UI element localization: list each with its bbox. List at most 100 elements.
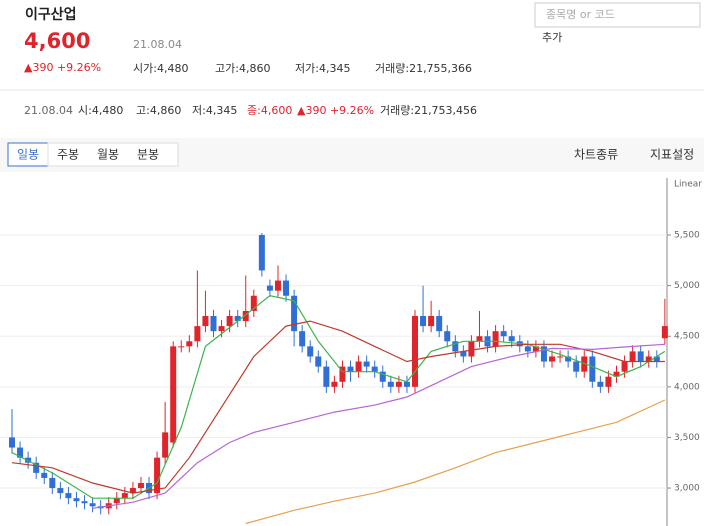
candle-body <box>621 361 628 372</box>
candle-body <box>178 346 185 348</box>
y-tick-label: 3,000 <box>674 484 700 494</box>
candle-body <box>524 346 531 352</box>
candle-body <box>557 356 564 358</box>
candle-body <box>331 381 338 387</box>
candle-body <box>242 310 249 322</box>
moving-average <box>245 399 666 525</box>
candle-body <box>258 235 265 271</box>
indicator-menu[interactable]: 지표설정 <box>650 148 694 162</box>
candle-body <box>565 356 572 362</box>
candle-body <box>17 447 24 458</box>
summary-change: ▲390 +9.26% <box>297 104 374 117</box>
summary-date: 21.08.04 <box>24 104 73 117</box>
candle-body <box>299 331 306 347</box>
candle-body <box>371 366 378 372</box>
candle-body <box>613 371 620 377</box>
candle-body <box>645 356 652 362</box>
candle-body <box>81 501 88 504</box>
candle-body <box>387 381 394 387</box>
candle-body <box>379 371 386 382</box>
tab-group <box>47 142 179 167</box>
candle-body <box>355 361 362 372</box>
candle-body <box>339 366 346 382</box>
candle-body <box>452 341 459 352</box>
candle-body <box>412 315 418 387</box>
y-tick-label: 5,000 <box>674 281 700 291</box>
candle-body <box>49 477 56 489</box>
candle-body <box>186 341 193 347</box>
candle-body <box>605 376 612 387</box>
stat: 시가:4,480 <box>133 62 188 75</box>
y-tick-label: 4,000 <box>674 382 700 392</box>
summary-volume: 거래량:21,753,456 <box>380 104 477 117</box>
candle-body <box>307 346 314 357</box>
moving-average <box>92 343 665 509</box>
search-box[interactable] <box>534 2 701 28</box>
candle-body <box>226 315 233 327</box>
candle-body <box>113 498 120 504</box>
candle-body <box>428 315 435 327</box>
search-placeholder: 종목명 or 코드 <box>546 8 615 21</box>
candle-body <box>250 295 257 311</box>
candle-body <box>121 493 128 499</box>
candle-body <box>170 346 177 443</box>
candle-body <box>41 472 48 478</box>
candle-body <box>9 437 15 448</box>
candle-body <box>33 462 40 473</box>
candle-body <box>266 285 273 291</box>
candle-body <box>573 361 580 372</box>
candle-body <box>347 366 354 372</box>
candle-body <box>661 326 668 339</box>
stat: 거래량:21,755,366 <box>375 62 472 75</box>
candle-body <box>162 432 169 458</box>
candle-body <box>218 326 225 332</box>
candle-body <box>73 498 80 502</box>
candle-body <box>315 356 322 367</box>
candle-body <box>395 381 402 387</box>
candle-body <box>194 326 201 342</box>
y-tick-label: 4,500 <box>674 332 700 342</box>
summary-close: 종:4,600 <box>247 104 292 117</box>
candle-body <box>468 341 475 357</box>
summary-item: 시:4,480 <box>78 104 123 117</box>
stat: 고가:4,860 <box>215 62 270 75</box>
candle-body <box>137 482 144 489</box>
candle-body <box>540 346 547 362</box>
date: 21.08.04 <box>133 38 182 51</box>
candle-body <box>363 361 370 367</box>
tab[interactable]: 주봉 <box>57 148 79 162</box>
candle-body <box>323 366 330 387</box>
candle-body <box>444 331 451 342</box>
candle-body <box>629 351 636 362</box>
candle-body <box>637 351 644 362</box>
candle-body <box>154 457 161 494</box>
candle-body <box>589 356 596 382</box>
scale-label: Linear <box>674 180 702 190</box>
candle-body <box>476 336 483 342</box>
candle-body <box>492 331 499 347</box>
summary-item: 저:4,345 <box>192 104 237 117</box>
tab[interactable]: 일봉 <box>17 148 39 162</box>
change: ▲390 +9.26% <box>24 61 101 74</box>
candle-body <box>129 488 136 494</box>
tab[interactable]: 월봉 <box>97 148 119 162</box>
candle-body <box>532 346 539 352</box>
stock-name: 이구산업 <box>25 6 77 23</box>
candle-body <box>549 356 556 362</box>
candle-body <box>291 295 298 332</box>
plot: 3,000 3,500 4,000 4,500 5,000 5,500 <box>0 231 700 525</box>
tab[interactable]: 분봉 <box>137 148 159 162</box>
candle-body <box>420 315 427 327</box>
candle-body <box>234 315 241 322</box>
y-tick-label: 3,500 <box>674 433 700 443</box>
candle-body <box>508 336 515 342</box>
candle-body <box>500 331 507 337</box>
candle-body <box>283 280 290 296</box>
candle-body <box>202 315 209 327</box>
summary-item: 고:4,860 <box>136 104 181 117</box>
candle-body <box>89 503 96 507</box>
add-button[interactable]: 추가 <box>542 31 562 44</box>
stat: 저가:4,345 <box>295 62 350 75</box>
chart-type-menu[interactable]: 차트종류 <box>574 148 618 162</box>
